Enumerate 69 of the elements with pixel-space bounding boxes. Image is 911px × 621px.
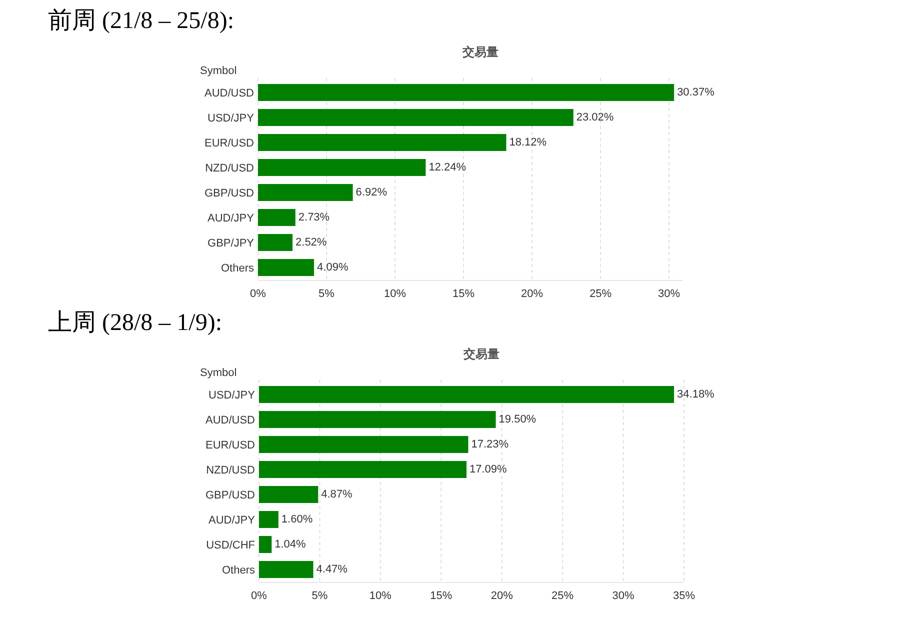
data-label: 17.09% — [470, 464, 508, 476]
x-tick-label: 25% — [552, 590, 574, 602]
x-tick-label: 20% — [490, 590, 514, 602]
bar — [259, 561, 314, 578]
y-tick-label: GBP/JPY — [208, 238, 255, 250]
data-label: 30.37% — [677, 86, 715, 98]
x-tick-label: 20% — [520, 288, 544, 300]
x-tick-label: 10% — [384, 288, 406, 300]
x-tick-label: 25% — [589, 288, 612, 300]
y-tick-label: USD/JPY — [208, 112, 255, 124]
bar — [258, 159, 426, 176]
x-tick-label: 0% — [250, 288, 266, 300]
y-tick-label: GBP/USD — [204, 188, 254, 200]
chart-title: 上周 (28/8 – 1/9): — [48, 310, 222, 336]
bar — [258, 184, 353, 201]
bar — [258, 84, 674, 101]
x-tick-label: 0% — [251, 590, 268, 602]
data-label: 1.60% — [281, 514, 313, 526]
x-tick-label: 15% — [430, 590, 452, 602]
data-label: 34.18% — [677, 388, 715, 400]
y-tick-label: Others — [222, 564, 256, 576]
bar — [259, 461, 467, 478]
data-label: 4.47% — [316, 564, 348, 576]
chart-title: 前周 (21/8 – 25/8): — [48, 8, 234, 34]
x-tick-label: 30% — [612, 590, 635, 602]
data-label: 17.23% — [471, 438, 509, 450]
data-label: 12.24% — [428, 162, 466, 174]
data-label: 23.02% — [576, 112, 614, 124]
bar — [258, 209, 296, 226]
y-tick-label: NZD/USD — [205, 162, 254, 174]
y-tick-label: GBP/USD — [205, 490, 256, 502]
y-tick-label: AUD/JPY — [208, 514, 256, 526]
y-tick-label: AUD/USD — [204, 88, 254, 100]
x-tick-label: 10% — [369, 590, 392, 602]
data-label: 1.04% — [274, 538, 306, 550]
y-tick-label: USD/CHF — [206, 540, 256, 552]
bar — [258, 259, 314, 276]
y-tick-label: EUR/USD — [204, 138, 254, 150]
bar — [259, 411, 496, 428]
x-tick-label: 35% — [672, 590, 696, 602]
x-tick-label: 30% — [658, 288, 680, 300]
bar — [258, 234, 293, 251]
chart-subtitle: 交易量 — [462, 347, 500, 361]
chart-subtitle: 交易量 — [461, 45, 498, 59]
y-tick-label: EUR/USD — [205, 440, 256, 452]
bar — [259, 386, 674, 403]
data-label: 18.12% — [509, 136, 547, 148]
data-label: 4.09% — [317, 262, 348, 274]
y-tick-label: Others — [220, 262, 254, 274]
data-label: 2.73% — [298, 212, 330, 224]
bar — [258, 109, 574, 126]
data-label: 2.52% — [296, 236, 327, 248]
y-axis-title: Symbol — [200, 65, 237, 77]
data-label: 6.92% — [356, 186, 388, 198]
x-tick-label: 5% — [318, 288, 335, 300]
y-axis-title: Symbol — [200, 367, 237, 379]
x-tick-label: 5% — [312, 590, 328, 602]
y-tick-label: AUD/JPY — [208, 212, 255, 224]
x-tick-label: 15% — [452, 288, 475, 300]
data-label: 19.50% — [498, 414, 536, 426]
bar — [259, 486, 318, 503]
y-tick-label: NZD/USD — [206, 464, 256, 476]
bar — [259, 511, 278, 528]
y-tick-label: AUD/USD — [205, 414, 256, 426]
bar — [259, 536, 272, 553]
y-tick-label: USD/JPY — [208, 390, 256, 402]
bar — [258, 134, 506, 151]
bar — [259, 436, 468, 453]
data-label: 4.87% — [321, 488, 353, 500]
